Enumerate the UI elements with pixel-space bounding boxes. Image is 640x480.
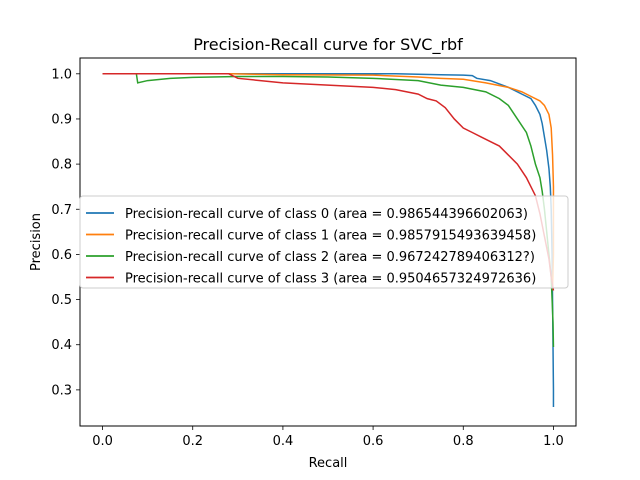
y-tick-label: 1.0 xyxy=(51,67,72,82)
x-axis: 0.0 0.2 0.4 0.6 0.8 1.0 xyxy=(92,426,564,449)
y-tick-label: 0.3 xyxy=(51,383,72,398)
legend: Precision-recall curve of class 0 (area … xyxy=(79,195,569,289)
x-tick-label: 0.6 xyxy=(363,434,384,449)
y-tick-label: 0.7 xyxy=(51,203,72,218)
x-axis-label: Recall xyxy=(309,456,348,471)
x-tick-label: 0.4 xyxy=(273,434,294,449)
legend-box xyxy=(79,195,569,289)
x-tick-label: 1.0 xyxy=(543,434,564,449)
y-tick-label: 0.6 xyxy=(51,248,72,263)
x-tick-label: 0.2 xyxy=(182,434,203,449)
chart-title: Precision-Recall curve for SVC_rbf xyxy=(193,35,463,55)
legend-label-class-2: Precision-recall curve of class 2 (area … xyxy=(125,250,535,265)
legend-label-class-0: Precision-recall curve of class 0 (area … xyxy=(125,207,528,222)
x-tick-label: 0.8 xyxy=(453,434,474,449)
y-tick-label: 0.5 xyxy=(51,293,72,308)
y-axis: 0.3 0.4 0.5 0.6 0.7 0.8 0.9 1.0 xyxy=(51,67,80,398)
series-line-class-1 xyxy=(102,73,555,291)
y-axis-label: Precision xyxy=(29,213,44,271)
x-tick-label: 0.0 xyxy=(92,434,113,449)
y-tick-label: 0.4 xyxy=(51,338,72,353)
legend-label-class-1: Precision-recall curve of class 1 (area … xyxy=(125,229,536,244)
y-tick-label: 0.9 xyxy=(51,112,72,127)
legend-label-class-3: Precision-recall curve of class 3 (area … xyxy=(125,272,536,287)
y-tick-label: 0.8 xyxy=(51,158,72,173)
